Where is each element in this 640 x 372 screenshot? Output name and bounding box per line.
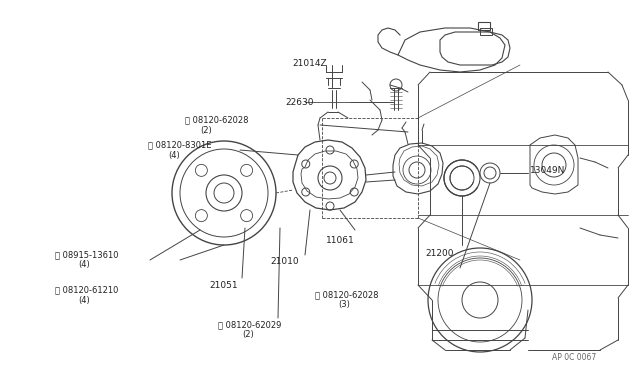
Text: (2): (2) — [200, 125, 212, 135]
Text: (4): (4) — [78, 295, 90, 305]
Text: Ⓦ 08915-13610: Ⓦ 08915-13610 — [55, 250, 118, 260]
Text: 13049N: 13049N — [530, 166, 565, 174]
Text: (4): (4) — [78, 260, 90, 269]
Text: 21014Z: 21014Z — [292, 58, 327, 67]
Text: 21200: 21200 — [426, 248, 454, 257]
Text: AP 0C 0067: AP 0C 0067 — [552, 353, 596, 362]
Text: 21010: 21010 — [271, 257, 300, 266]
Text: Ⓑ 08120-8301E: Ⓑ 08120-8301E — [148, 141, 211, 150]
Text: Ⓑ 08120-61210: Ⓑ 08120-61210 — [55, 285, 118, 295]
Text: (3): (3) — [338, 301, 350, 310]
Text: 22630: 22630 — [285, 97, 314, 106]
Text: 21051: 21051 — [210, 280, 238, 289]
Text: 11061: 11061 — [326, 235, 355, 244]
Text: Ⓑ 08120-62028: Ⓑ 08120-62028 — [185, 115, 248, 125]
Text: (4): (4) — [168, 151, 180, 160]
Text: Ⓑ 08120-62029: Ⓑ 08120-62029 — [218, 321, 282, 330]
Text: (2): (2) — [242, 330, 253, 340]
Text: Ⓑ 08120-62028: Ⓑ 08120-62028 — [315, 291, 378, 299]
